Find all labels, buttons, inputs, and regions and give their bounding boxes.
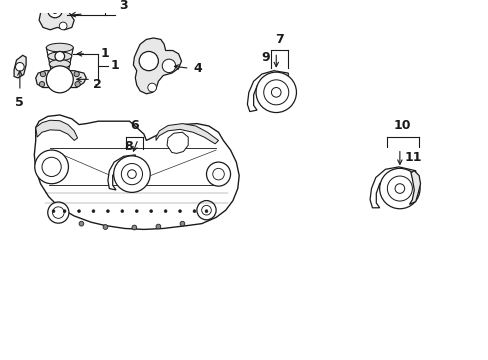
Circle shape: [79, 221, 83, 226]
Text: 11: 11: [404, 151, 421, 164]
Text: 3: 3: [119, 0, 127, 12]
Circle shape: [40, 71, 45, 77]
Ellipse shape: [51, 66, 68, 75]
Polygon shape: [167, 132, 188, 153]
Circle shape: [92, 210, 95, 213]
Polygon shape: [34, 115, 239, 229]
Circle shape: [180, 221, 184, 226]
Circle shape: [212, 168, 224, 180]
Circle shape: [42, 157, 61, 176]
Circle shape: [271, 87, 281, 97]
Circle shape: [132, 225, 137, 230]
Text: 1: 1: [110, 59, 119, 72]
Circle shape: [16, 63, 24, 71]
Circle shape: [52, 210, 55, 213]
Ellipse shape: [46, 43, 73, 52]
Circle shape: [63, 210, 66, 213]
Circle shape: [55, 51, 64, 61]
Polygon shape: [408, 171, 420, 204]
Circle shape: [52, 8, 58, 13]
Polygon shape: [108, 155, 135, 190]
Circle shape: [379, 168, 419, 209]
Text: -: -: [95, 80, 98, 89]
Polygon shape: [247, 71, 288, 112]
Circle shape: [386, 176, 411, 201]
Circle shape: [263, 80, 288, 105]
Circle shape: [201, 205, 211, 215]
Circle shape: [178, 210, 181, 213]
Circle shape: [256, 72, 296, 113]
Circle shape: [78, 210, 81, 213]
Circle shape: [46, 66, 73, 93]
Circle shape: [197, 201, 216, 220]
Polygon shape: [14, 55, 26, 78]
Text: 1: 1: [101, 48, 109, 60]
Polygon shape: [36, 71, 86, 87]
Circle shape: [127, 170, 136, 179]
Circle shape: [48, 3, 62, 18]
Circle shape: [204, 210, 207, 213]
Circle shape: [147, 83, 156, 92]
Ellipse shape: [48, 52, 72, 60]
Circle shape: [113, 156, 150, 192]
Circle shape: [139, 51, 158, 71]
Text: 4: 4: [193, 62, 202, 75]
Circle shape: [156, 224, 161, 229]
Circle shape: [35, 150, 68, 184]
Circle shape: [121, 163, 142, 185]
Text: 8: 8: [123, 140, 132, 153]
Circle shape: [53, 207, 64, 219]
Circle shape: [75, 81, 80, 87]
Circle shape: [59, 22, 67, 30]
Circle shape: [162, 59, 175, 73]
Polygon shape: [369, 167, 415, 208]
Text: 5: 5: [16, 96, 24, 109]
Circle shape: [193, 210, 196, 213]
Polygon shape: [36, 120, 78, 140]
Text: 10: 10: [393, 119, 411, 132]
Circle shape: [164, 210, 167, 213]
Circle shape: [39, 81, 44, 87]
Circle shape: [394, 184, 404, 193]
Circle shape: [135, 210, 138, 213]
Circle shape: [149, 210, 152, 213]
Polygon shape: [156, 123, 218, 144]
Text: 2: 2: [93, 78, 102, 91]
Circle shape: [103, 225, 108, 229]
Circle shape: [106, 210, 109, 213]
Circle shape: [121, 210, 123, 213]
Polygon shape: [39, 0, 76, 30]
Circle shape: [74, 71, 79, 77]
Circle shape: [48, 202, 69, 223]
Ellipse shape: [49, 60, 70, 68]
Polygon shape: [133, 38, 181, 94]
Text: 6: 6: [130, 119, 139, 132]
Text: 9: 9: [261, 51, 269, 64]
Circle shape: [206, 162, 230, 186]
Text: 7: 7: [275, 33, 284, 46]
